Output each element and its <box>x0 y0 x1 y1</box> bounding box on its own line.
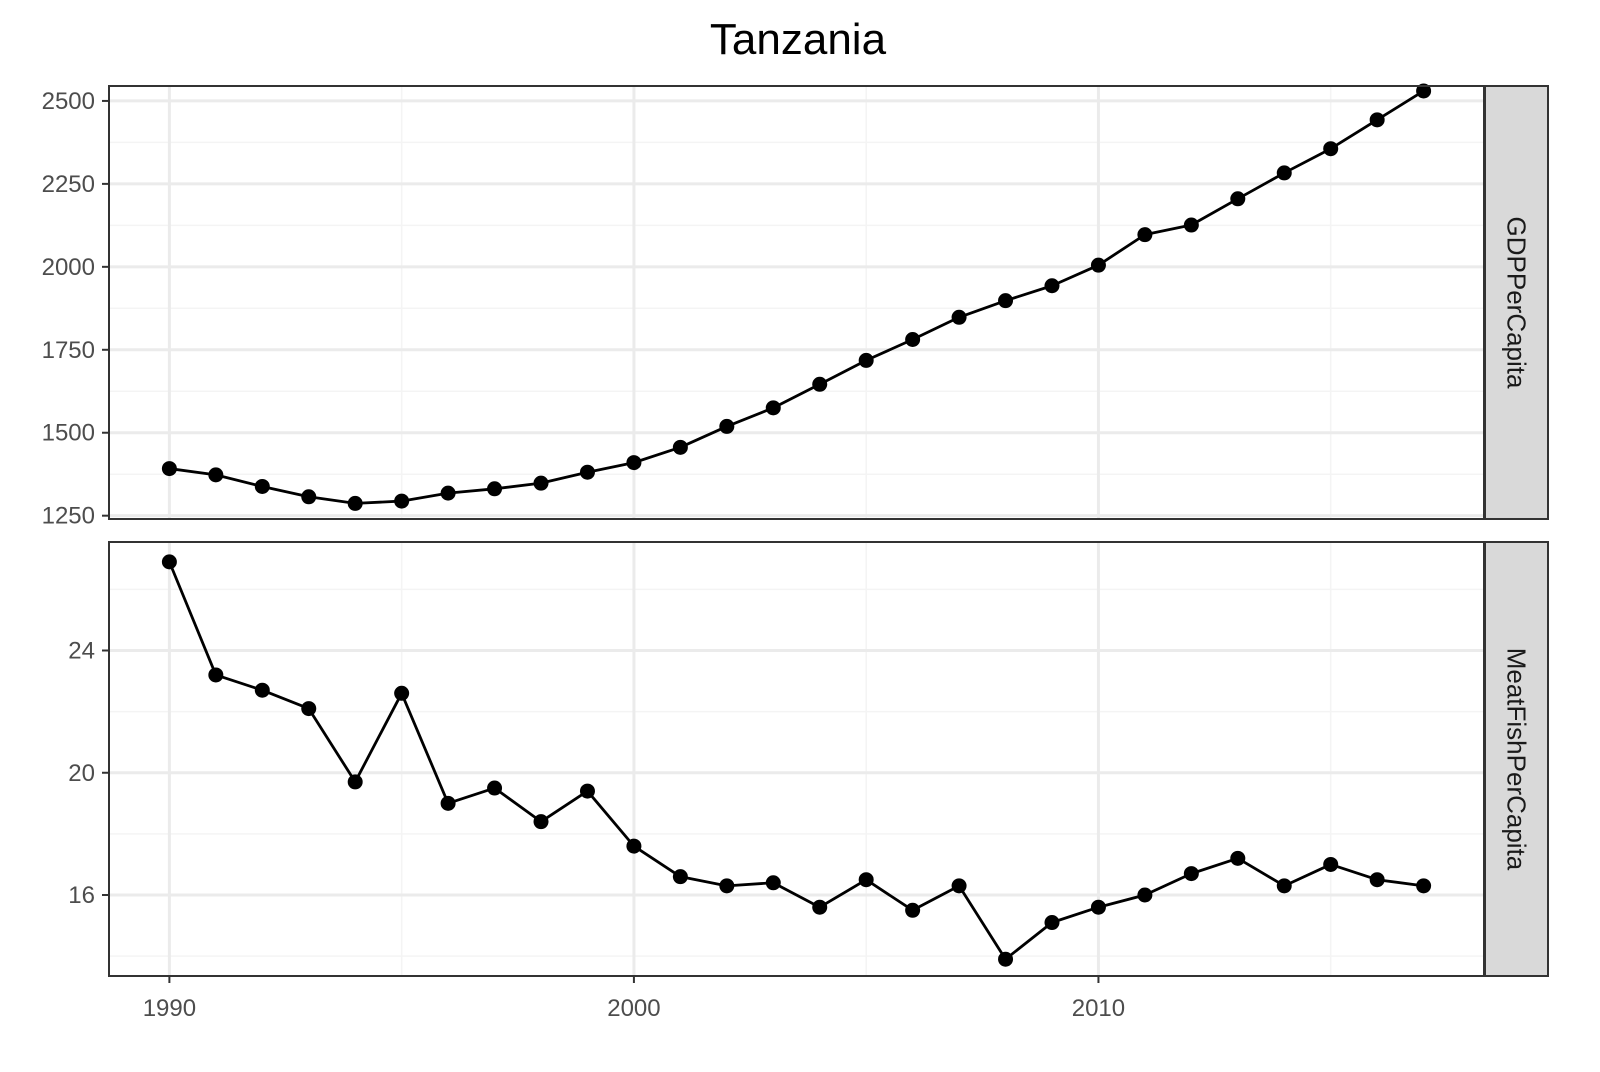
data-point <box>1369 872 1385 888</box>
data-point <box>347 495 363 511</box>
facet-strip-label: MeatFishPerCapita <box>1502 648 1532 871</box>
chart-title: Tanzania <box>710 15 887 64</box>
panel-background <box>109 542 1484 976</box>
y-tick-label: 1500 <box>42 420 95 447</box>
y-tick-label: 2000 <box>42 254 95 281</box>
data-point <box>579 783 595 799</box>
data-point <box>254 682 270 698</box>
data-point <box>905 902 921 918</box>
facet-strip <box>1484 85 1549 520</box>
data-point <box>1369 112 1385 128</box>
series-line-GDPPerCapita <box>169 89 1425 505</box>
data-point <box>1323 141 1339 157</box>
data-point <box>951 878 967 894</box>
data-point <box>905 331 921 347</box>
data-point <box>1044 278 1060 294</box>
data-point <box>579 464 595 480</box>
facet-panel-MeatFishPerCapita: 16 20 24 MeatFishPerCapita <box>68 541 1549 977</box>
data-point <box>1276 165 1292 181</box>
data-point <box>858 872 874 888</box>
data-point <box>1416 878 1432 894</box>
y-tick-label: 2250 <box>42 171 95 198</box>
y-tick-label: 1250 <box>42 503 95 530</box>
data-point <box>301 489 317 505</box>
data-point <box>254 478 270 494</box>
series-line-MeatFishPerCapita <box>168 561 1424 961</box>
data-point <box>1044 915 1060 931</box>
data-point <box>440 485 456 501</box>
facet-strip-label: GDPPerCapita <box>1502 217 1532 389</box>
y-tick-label: 2500 <box>42 88 95 115</box>
data-point <box>208 667 224 683</box>
data-point <box>301 701 317 717</box>
data-point <box>998 951 1014 967</box>
x-tick-label: 2010 <box>1072 995 1125 1022</box>
data-point <box>208 467 224 483</box>
data-point <box>672 439 688 455</box>
data-point <box>951 309 967 325</box>
data-point <box>394 493 410 509</box>
data-point <box>1230 850 1246 866</box>
y-tick-label: 16 <box>68 882 95 909</box>
data-point <box>1137 227 1153 243</box>
data-point <box>626 455 642 471</box>
data-point <box>858 352 874 368</box>
data-point <box>533 475 549 491</box>
data-point <box>1230 191 1246 207</box>
data-point <box>1416 83 1432 99</box>
data-point <box>672 869 688 885</box>
data-point <box>347 774 363 790</box>
data-point <box>487 481 503 497</box>
data-point <box>1183 866 1199 882</box>
data-point <box>1323 856 1339 872</box>
panel-background <box>109 86 1484 519</box>
x-tick-label: 2000 <box>607 995 660 1022</box>
data-point <box>812 376 828 392</box>
y-tick-label: 1750 <box>42 337 95 364</box>
data-point <box>1183 217 1199 233</box>
data-point <box>161 554 177 570</box>
x-tick-label: 1990 <box>143 995 196 1022</box>
data-point <box>765 400 781 416</box>
data-point <box>998 293 1014 309</box>
data-point <box>812 899 828 915</box>
data-point <box>533 814 549 830</box>
data-point <box>719 878 735 894</box>
data-point <box>626 838 642 854</box>
data-point <box>719 418 735 434</box>
data-point <box>765 875 781 891</box>
data-point <box>440 795 456 811</box>
data-point <box>1090 899 1106 915</box>
facet-strip <box>1484 541 1549 977</box>
data-point <box>1090 257 1106 273</box>
data-point <box>1276 878 1292 894</box>
facet-panel-GDPPerCapita: 1250 1500 1750 2000 2250 2500 GDPPerCapita <box>42 83 1549 530</box>
y-tick-label: 20 <box>68 760 95 787</box>
y-tick-label: 24 <box>68 638 95 665</box>
data-point <box>487 780 503 796</box>
data-point <box>1137 887 1153 903</box>
data-point <box>394 685 410 701</box>
data-point <box>161 461 177 477</box>
